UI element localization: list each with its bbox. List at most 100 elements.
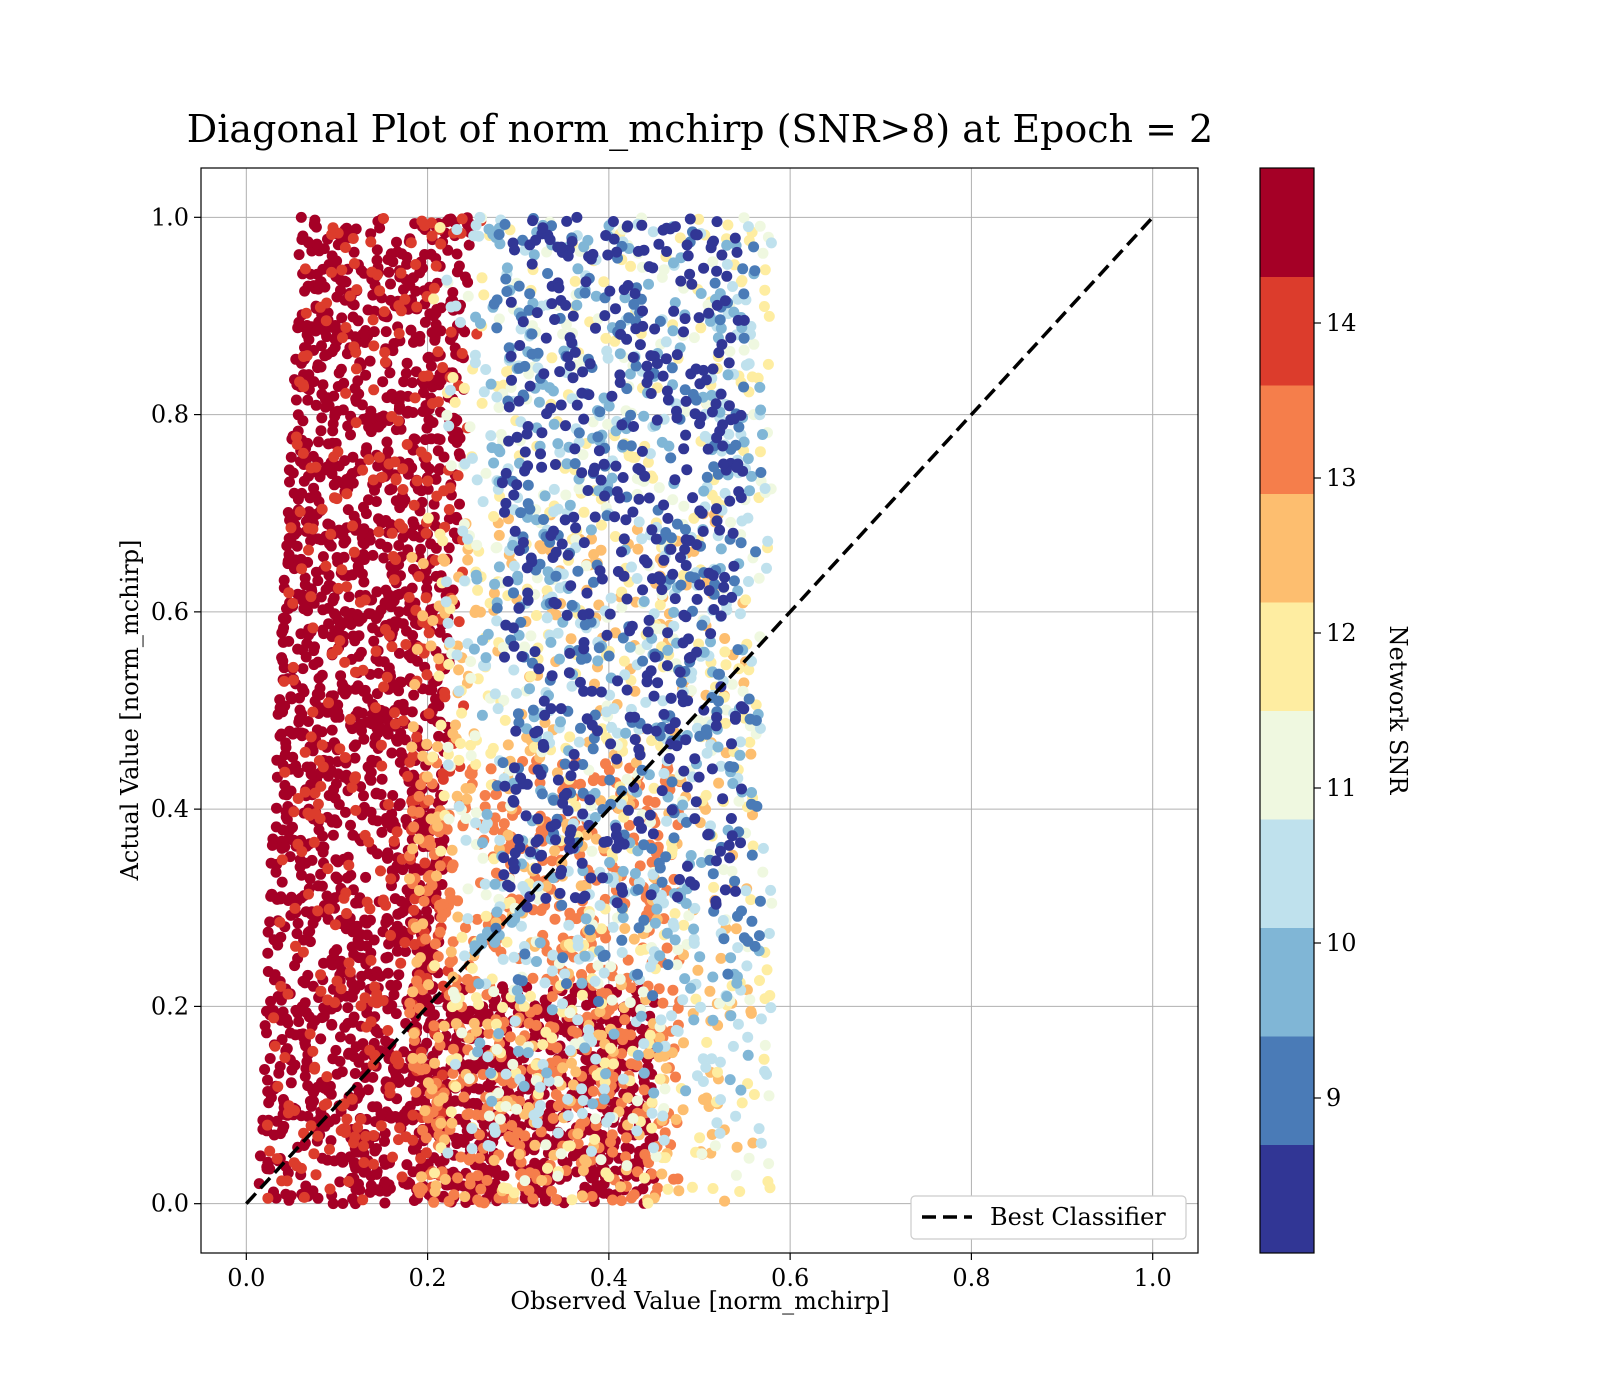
scatter-point [338,892,350,904]
scatter-point [307,706,319,718]
scatter-point [724,1074,736,1086]
scatter-point [394,1075,406,1087]
scatter-point [464,1178,476,1190]
scatter-point [616,947,628,958]
scatter-point [441,576,452,588]
scatter-point [477,496,489,508]
scatter-point [372,815,384,827]
scatter-point [301,320,313,331]
scatter-point [456,1027,468,1039]
scatter-point [489,688,501,700]
scatter-point [394,518,406,530]
scatter-point [513,1045,524,1057]
scatter-point [732,1018,744,1030]
scatter-point [421,1147,432,1159]
scatter-point [371,1168,383,1180]
scatter-point [309,641,320,653]
scatter-point [376,760,388,772]
scatter-point [743,576,754,587]
scatter-point [343,859,355,871]
scatter-point [429,1186,441,1197]
scatter-point [474,1152,486,1164]
scatter-point [399,937,411,948]
scatter-point [308,836,320,848]
scatter-point [420,527,432,539]
scatter-point [578,506,590,518]
scatter-point [399,293,411,305]
scatter-point [511,1103,523,1115]
scatter-point [398,376,410,388]
scatter-point [470,311,482,323]
scatter-point [761,964,773,976]
scatter-point [761,562,772,574]
scatter-point [622,1092,634,1104]
scatter-point [382,852,393,864]
scatter-point [371,848,383,860]
scatter-point [313,436,324,448]
scatter-point [400,814,412,825]
scatter-point [312,1192,324,1204]
scatter-point [379,1176,391,1188]
scatter-point [743,1152,755,1164]
scatter-point [285,1077,297,1089]
scatter-point [677,1104,689,1116]
scatter-point [355,646,367,658]
scatter-point [472,1046,484,1058]
scatter-point [444,384,456,396]
scatter-point [413,885,425,896]
scatter-point [284,1027,296,1039]
scatter-point [625,260,637,272]
scatter-point [564,1140,576,1152]
scatter-point [422,475,434,487]
scatter-point [564,499,576,511]
scatter-point [531,1117,543,1129]
scatter-point [403,591,415,603]
scatter-point [358,576,370,588]
scatter-point [732,942,744,954]
scatter-point [381,714,393,725]
scatter-point [595,1154,607,1166]
scatter-point [478,289,490,301]
scatter-point [320,560,332,572]
scatter-point [696,1148,708,1160]
scatter-point [763,1158,775,1170]
scatter-point [332,768,344,780]
scatter-point [656,1168,668,1180]
scatter-point [373,451,385,463]
scatter-point [492,703,504,715]
scatter-point [372,727,384,739]
scatter-point [648,1142,659,1154]
scatter-point [332,582,344,594]
scatter-point [391,826,403,838]
scatter-point [298,475,310,487]
scatter-point [411,301,423,313]
scatter-point [279,1052,291,1063]
scatter-point [725,516,737,528]
scatter-point [410,1086,422,1098]
scatter-point [371,1101,383,1113]
scatter-point [454,316,466,328]
scatter-point [397,715,409,727]
scatter-point [525,630,537,642]
scatter-point [712,741,724,753]
scatter-point [463,1073,475,1085]
scatter-point [678,500,690,512]
scatter-point [511,574,523,586]
scatter-point [678,1037,689,1049]
scatter-point [365,1180,377,1191]
scatter-point [325,1135,337,1147]
scatter-point [624,641,636,653]
scatter-point [646,1122,658,1134]
scatter-point [347,311,359,323]
scatter-point [491,906,503,918]
scatter-point [375,970,387,982]
scatter-point [342,420,354,432]
scatter-point [364,534,376,546]
scatter-point [765,884,777,896]
scatter-point [552,1170,564,1182]
scatter-point [342,475,354,486]
scatter-point [305,731,317,743]
scatter-point [313,824,325,836]
scatter-point [577,1095,589,1106]
scatter-point [349,635,361,647]
